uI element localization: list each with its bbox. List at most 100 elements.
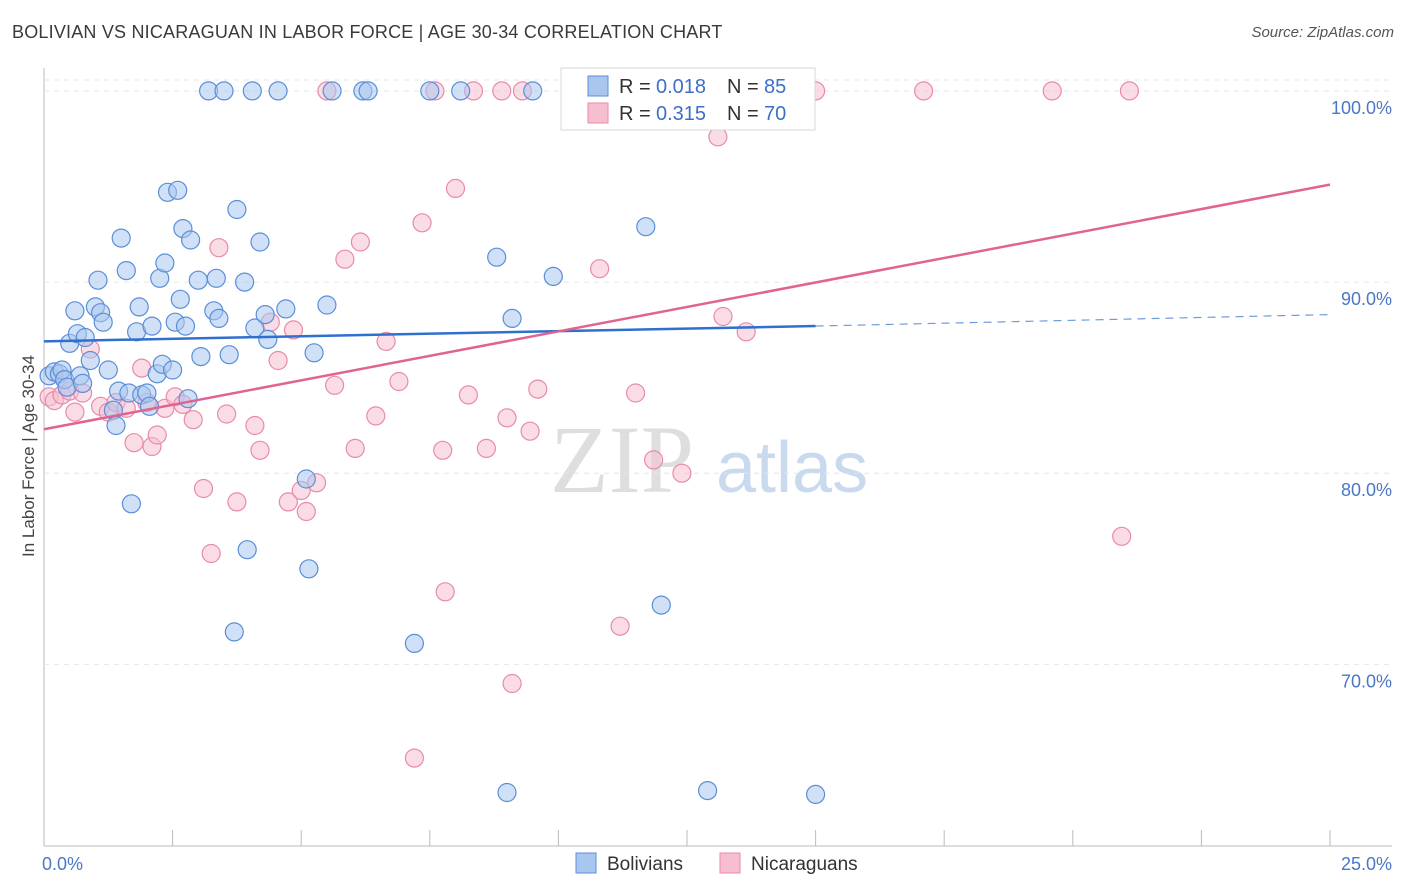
bolivian-point-83 — [805, 784, 826, 805]
bolivian-point-21 — [111, 228, 131, 248]
x-tick-marks — [43, 830, 1331, 846]
bolivian-point-76 — [523, 81, 543, 101]
nicaraguan-point-48 — [458, 385, 478, 405]
bolivian-point-45 — [191, 347, 211, 367]
bolivian-point-67 — [322, 81, 342, 101]
bolivian-point-16 — [93, 312, 113, 332]
bolivian-point-22 — [116, 261, 136, 281]
bolivian-point-72 — [451, 81, 471, 101]
bolivian-point-75 — [502, 308, 522, 328]
nicaraguan-point-4 — [65, 402, 85, 422]
bolivian-point-79 — [651, 595, 671, 615]
nicaraguan-point-67 — [913, 81, 934, 101]
legend-n-label-nicaraguans: N = — [727, 103, 759, 125]
nicaraguan-point-42 — [404, 748, 424, 768]
bolivian-points — [39, 81, 826, 805]
y-tick-label-90: 90.0% — [1341, 289, 1392, 309]
bolivian-point-42 — [178, 389, 198, 409]
bolivian-point-24 — [121, 494, 141, 514]
bolivian-point-52 — [224, 622, 244, 642]
bolivian-point-29 — [139, 396, 160, 416]
nicaraguan-point-37 — [345, 438, 365, 458]
bolivian-trend-extension — [815, 313, 1331, 327]
bolivian-point-12 — [80, 350, 100, 371]
bolivian-point-70 — [404, 633, 424, 654]
nicaraguan-point-32 — [296, 501, 316, 522]
nicaraguan-point-40 — [376, 331, 396, 351]
bolivian-point-26 — [129, 297, 149, 317]
bolivian-point-62 — [276, 299, 296, 319]
bolivian-point-34 — [155, 253, 175, 273]
nicaraguan-point-11 — [124, 433, 144, 453]
nicaraguan-point-53 — [502, 673, 522, 694]
bolivian-point-48 — [206, 268, 226, 288]
bolivian-point-69 — [358, 81, 378, 101]
y-tick-label-70: 70.0% — [1341, 671, 1392, 691]
bolivian-point-11 — [75, 327, 95, 348]
legend-box: R = 0.018 N = 85 R = 0.315 N = 70 — [560, 67, 816, 131]
bolivian-point-63 — [296, 469, 316, 489]
nicaraguan-point-45 — [433, 440, 453, 460]
bolivian-point-84 — [697, 780, 718, 801]
bolivian-point-78 — [636, 217, 656, 237]
y-axis-label: In Labor Force | Age 30-34 — [19, 355, 38, 557]
nicaraguan-point-26 — [250, 440, 270, 460]
legend-n-value-bolivians: 85 — [764, 76, 786, 98]
nicaraguan-point-28 — [268, 350, 288, 371]
bottom-legend-swatch-nicaraguans — [719, 852, 741, 874]
nicaraguan-point-46 — [435, 582, 455, 602]
bolivian-point-19 — [106, 415, 126, 436]
nicaraguan-point-70 — [1112, 526, 1132, 546]
bolivian-point-51 — [219, 345, 239, 365]
bolivian-point-77 — [543, 266, 563, 286]
bolivian-point-43 — [181, 230, 201, 250]
nicaraguan-point-25 — [245, 415, 265, 436]
legend-swatch-nicaraguans — [587, 102, 609, 124]
nicaraguan-point-59 — [610, 616, 630, 636]
bolivian-point-39 — [170, 289, 190, 309]
bolivian-point-36 — [163, 360, 183, 380]
nicaraguan-point-20 — [193, 478, 214, 499]
nicaraguan-point-30 — [283, 320, 304, 340]
trend-lines — [43, 183, 1331, 431]
gridlines — [44, 79, 1392, 665]
nicaraguan-point-39 — [366, 406, 386, 426]
bolivian-point-10 — [72, 373, 93, 393]
bolivian-point-71 — [420, 81, 440, 101]
nicaraguan-point-22 — [209, 238, 229, 258]
nicaraguan-point-52 — [497, 408, 517, 428]
nicaraguan-point-60 — [625, 383, 646, 403]
watermark-zip: ZIP — [550, 406, 694, 513]
source-label: Source: ZipAtlas.com — [1251, 24, 1394, 41]
nicaraguan-point-41 — [389, 371, 409, 392]
bolivian-point-53 — [227, 199, 247, 220]
bolivian-point-56 — [242, 81, 262, 101]
nicaraguan-point-64 — [713, 306, 733, 327]
bolivian-point-44 — [188, 270, 208, 290]
bolivian-point-60 — [258, 329, 278, 349]
nicaraguan-point-56 — [528, 379, 548, 399]
nicaraguan-point-29 — [278, 492, 298, 512]
legend-r-value-nicaraguans: 0.315 — [656, 103, 706, 125]
x-tick-label-max: 25.0% — [1341, 854, 1392, 874]
bolivian-point-73 — [487, 247, 507, 267]
bolivian-point-14 — [88, 270, 108, 290]
nicaraguan-point-61 — [643, 450, 664, 470]
bolivian-point-54 — [235, 272, 255, 292]
nicaraguan-point-62 — [672, 463, 692, 483]
bolivian-point-50 — [214, 81, 234, 101]
bottom-legend-label-nicaraguans: Nicaraguans — [751, 854, 858, 875]
bottom-legend-label-bolivians: Bolivians — [607, 854, 683, 875]
bolivian-point-17 — [98, 360, 118, 380]
y-tick-label-100: 100.0% — [1331, 98, 1392, 118]
nicaraguan-point-51 — [492, 81, 512, 101]
bolivian-point-66 — [317, 295, 337, 315]
bottom-legend: Bolivians Nicaraguans — [575, 852, 858, 875]
bolivian-point-38 — [168, 180, 188, 200]
nicaraguan-trend-line — [43, 183, 1331, 431]
chart-title: BOLIVIAN VS NICARAGUAN IN LABOR FORCE | … — [12, 22, 723, 42]
legend-swatch-bolivians — [587, 75, 609, 97]
bolivian-point-74 — [497, 782, 517, 803]
bottom-legend-swatch-bolivians — [575, 852, 597, 874]
